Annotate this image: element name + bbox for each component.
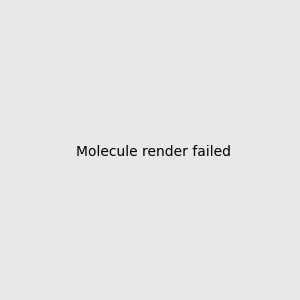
- Text: Molecule render failed: Molecule render failed: [76, 145, 231, 158]
